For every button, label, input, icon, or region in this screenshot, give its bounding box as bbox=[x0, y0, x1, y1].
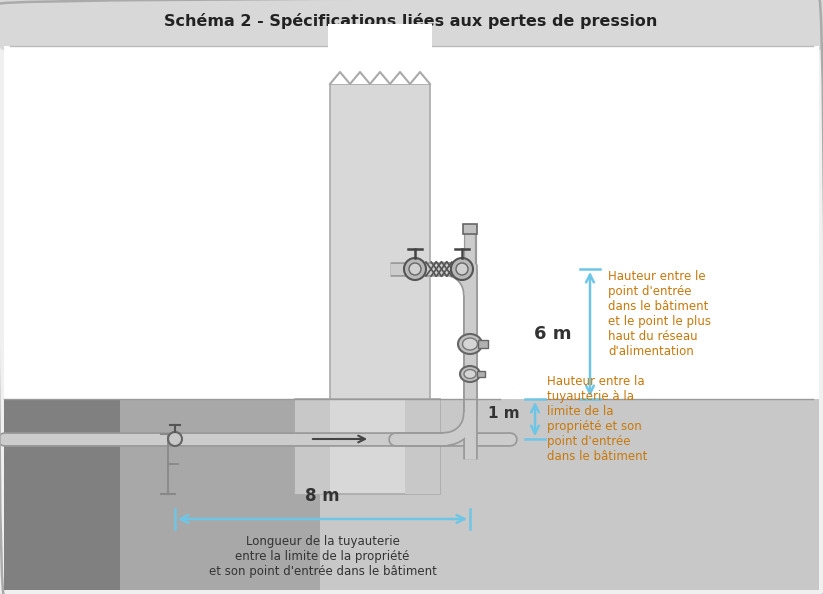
Text: 8 m: 8 m bbox=[305, 487, 340, 505]
Bar bbox=[405, 399, 440, 494]
Bar bbox=[330, 84, 430, 399]
Ellipse shape bbox=[458, 334, 482, 354]
Bar bbox=[120, 395, 320, 590]
Text: Hauteur entre la
tuyauterie à la
limite de la
propriété et son
point d'entrée
da: Hauteur entre la tuyauterie à la limite … bbox=[547, 375, 648, 463]
Text: Hauteur entre le
point d'entrée
dans le bâtiment
et le point le plus
haut du rés: Hauteur entre le point d'entrée dans le … bbox=[608, 270, 711, 358]
Bar bbox=[478, 340, 488, 348]
Bar bbox=[4, 0, 819, 46]
Text: Schéma 2 - Spécifications liées aux pertes de pression: Schéma 2 - Spécifications liées aux pert… bbox=[165, 13, 658, 29]
Circle shape bbox=[456, 263, 468, 275]
Circle shape bbox=[168, 432, 182, 446]
Bar bbox=[4, 46, 819, 399]
Bar bbox=[328, 24, 432, 84]
Ellipse shape bbox=[460, 366, 480, 382]
Bar bbox=[295, 399, 440, 494]
Text: Longueur de la tuyauterie
entre la limite de la propriété
et son point d'entrée : Longueur de la tuyauterie entre la limit… bbox=[208, 535, 436, 578]
Circle shape bbox=[409, 263, 421, 275]
Text: 6 m: 6 m bbox=[534, 325, 572, 343]
Circle shape bbox=[404, 258, 426, 280]
Ellipse shape bbox=[463, 338, 477, 350]
Bar bbox=[4, 395, 324, 590]
Bar bbox=[463, 224, 477, 234]
FancyBboxPatch shape bbox=[0, 0, 823, 50]
Bar bbox=[4, 395, 124, 590]
Bar bbox=[295, 399, 330, 494]
Ellipse shape bbox=[464, 369, 476, 378]
Text: 1 m: 1 m bbox=[488, 406, 520, 422]
Circle shape bbox=[451, 258, 473, 280]
Bar bbox=[320, 395, 819, 590]
Bar bbox=[477, 371, 485, 377]
